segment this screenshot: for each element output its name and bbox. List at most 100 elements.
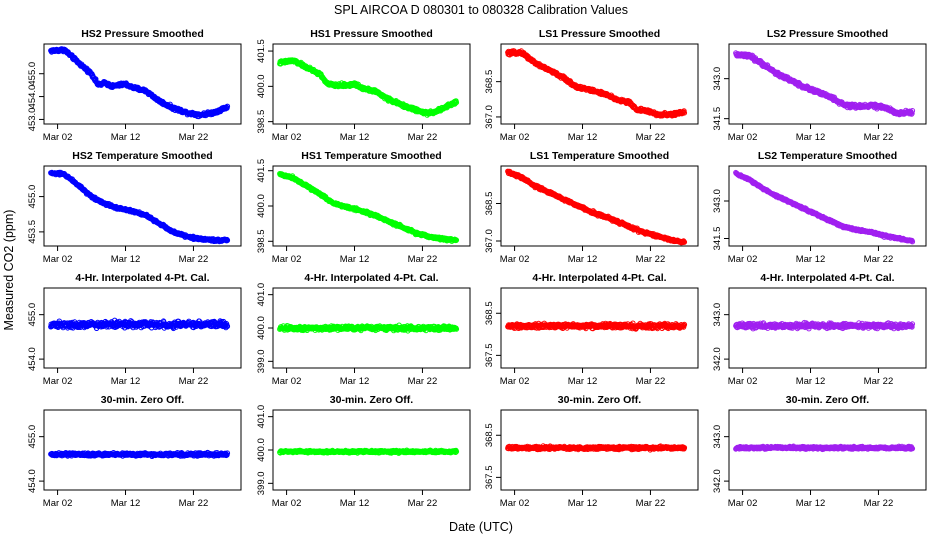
y-tick-label: 399.0: [256, 349, 267, 373]
data-point: [681, 239, 688, 245]
data-points: [505, 48, 688, 119]
plot-frame: [272, 165, 471, 247]
y-tick-label: 455.0: [27, 185, 38, 209]
panel-title: HS1 Temperature Smoothed: [301, 150, 441, 162]
y-tick-label: 398.5: [256, 110, 267, 134]
panel-title: HS2 Temperature Smoothed: [72, 150, 212, 162]
y-tick-label: 368.5: [484, 70, 495, 94]
y-tick-label: 453.5: [27, 220, 38, 244]
x-tick-label: Mar 12: [340, 132, 370, 143]
y-tick-label: 367.0: [484, 229, 495, 253]
panel-title: HS2 Pressure Smoothed: [81, 28, 204, 40]
x-tick-label: Mar 12: [568, 254, 598, 265]
data-points: [48, 169, 231, 245]
x-tick-label: Mar 22: [179, 254, 209, 265]
panel-title: LS2 Temperature Smoothed: [758, 150, 897, 162]
plot-frame: [728, 43, 927, 125]
y-tick-label: 367.0: [484, 105, 495, 129]
y-tick-label: 343.0: [712, 67, 723, 91]
x-tick-label: Mar 02: [272, 132, 302, 143]
data-points: [48, 317, 231, 332]
y-tick-label: 453.0: [27, 108, 38, 132]
x-tick-label: Mar 02: [728, 254, 758, 265]
y-tick-label: 401.5: [256, 159, 267, 183]
plot-frame: [43, 287, 242, 369]
panel-title: 4-Hr. Interpolated 4-Pt. Cal.: [75, 272, 209, 284]
data-point: [224, 323, 231, 329]
x-tick-label: Mar 02: [43, 376, 73, 387]
plot-frame: [500, 165, 699, 247]
data-point: [909, 239, 916, 245]
chart-panels: HS2 Pressure Smoothed Mar 02 Mar 12 Mar 22 4…: [27, 28, 927, 509]
x-tick-label: Mar 02: [500, 132, 530, 143]
x-tick-label: Mar 12: [568, 132, 598, 143]
chart-panel: HS2 Pressure Smoothed Mar 02 Mar 12 Mar 22 4…: [27, 28, 242, 143]
y-tick-label: 455.0: [27, 303, 38, 327]
plot-frame: [500, 43, 699, 125]
y-tick-label: 455.0: [27, 62, 38, 86]
panel-title: LS2 Pressure Smoothed: [767, 28, 888, 40]
y-tick-label: 343.0: [712, 189, 723, 213]
data-point: [681, 110, 688, 116]
data-points: [505, 168, 688, 246]
x-tick-label: Mar 02: [272, 376, 302, 387]
data-point: [453, 326, 460, 332]
data-points: [48, 46, 231, 120]
x-tick-label: Mar 12: [796, 132, 826, 143]
x-tick-label: Mar 22: [179, 132, 209, 143]
plot-frame: [728, 165, 927, 247]
x-tick-label: Mar 22: [408, 376, 438, 387]
data-points: [277, 322, 460, 334]
data-points: [733, 169, 916, 245]
data-point: [224, 103, 231, 110]
chart-panel: LS2 Temperature Smoothed Mar 02 Mar 12 Mar …: [712, 150, 927, 265]
data-point: [453, 99, 460, 106]
x-tick-label: Mar 12: [340, 376, 370, 387]
x-tick-label: Mar 22: [408, 132, 438, 143]
chart-panel: 4-Hr. Interpolated 4-Pt. Cal. Mar 02 Mar 1…: [27, 272, 242, 387]
plot-frame: [43, 165, 242, 247]
x-tick-label: Mar 12: [111, 132, 141, 143]
x-tick-label: Mar 22: [864, 132, 894, 143]
y-tick-label: 368.5: [484, 192, 495, 216]
x-tick-label: Mar 12: [796, 254, 826, 265]
x-tick-label: Mar 22: [864, 254, 894, 265]
y-tick-label: 454.0: [27, 85, 38, 109]
y-tick-label: 400.0: [256, 74, 267, 98]
y-tick-label: 401.0: [256, 283, 267, 307]
chart-panel: 4-Hr. Interpolated 4-Pt. Cal.Mar 02 Mar 1…: [256, 272, 471, 387]
chart-panel: HS2 Temperature Smoothed Mar 02 Mar 12 Mar …: [27, 150, 242, 265]
data-points: [733, 50, 916, 118]
data-points: [277, 57, 460, 118]
plot-frame: [43, 43, 242, 125]
y-axis-label: Measured CO2 (ppm): [2, 210, 16, 331]
chart-panel: HS1 Pressure Smoothed Mar 02 Mar 12 Mar 22 3…: [256, 28, 471, 143]
y-tick-label: 398.5: [256, 229, 267, 253]
data-point: [909, 108, 916, 114]
x-tick-label: Mar 22: [636, 132, 666, 143]
y-tick-label: 341.5: [712, 227, 723, 251]
panel-title: LS1 Temperature Smoothed: [530, 150, 669, 162]
x-tick-label: Mar 02: [43, 132, 73, 143]
y-tick-label: 341.5: [712, 107, 723, 131]
x-tick-label: Mar 12: [111, 376, 141, 387]
panel-title: HS1 Pressure Smoothed: [310, 28, 433, 40]
x-axis-label: Date (UTC): [449, 520, 513, 534]
figure-title: SPL AIRCOA D 080301 to 080328 Calibratio…: [334, 3, 628, 17]
data-points: [505, 320, 688, 332]
plot-frame: [272, 43, 471, 125]
x-tick-label: Mar 02: [43, 254, 73, 265]
data-points: [277, 171, 460, 244]
panel-title: 4-Hr. Interpolated 4-Pt. Cal.: [532, 272, 666, 284]
x-tick-label: Mar 12: [111, 254, 141, 265]
y-tick-label: 400.0: [256, 316, 267, 340]
x-tick-label: Mar 02: [272, 254, 302, 265]
data-point: [909, 110, 915, 117]
y-tick-label: 400.0: [256, 194, 267, 218]
x-tick-label: Mar 02: [500, 254, 530, 265]
